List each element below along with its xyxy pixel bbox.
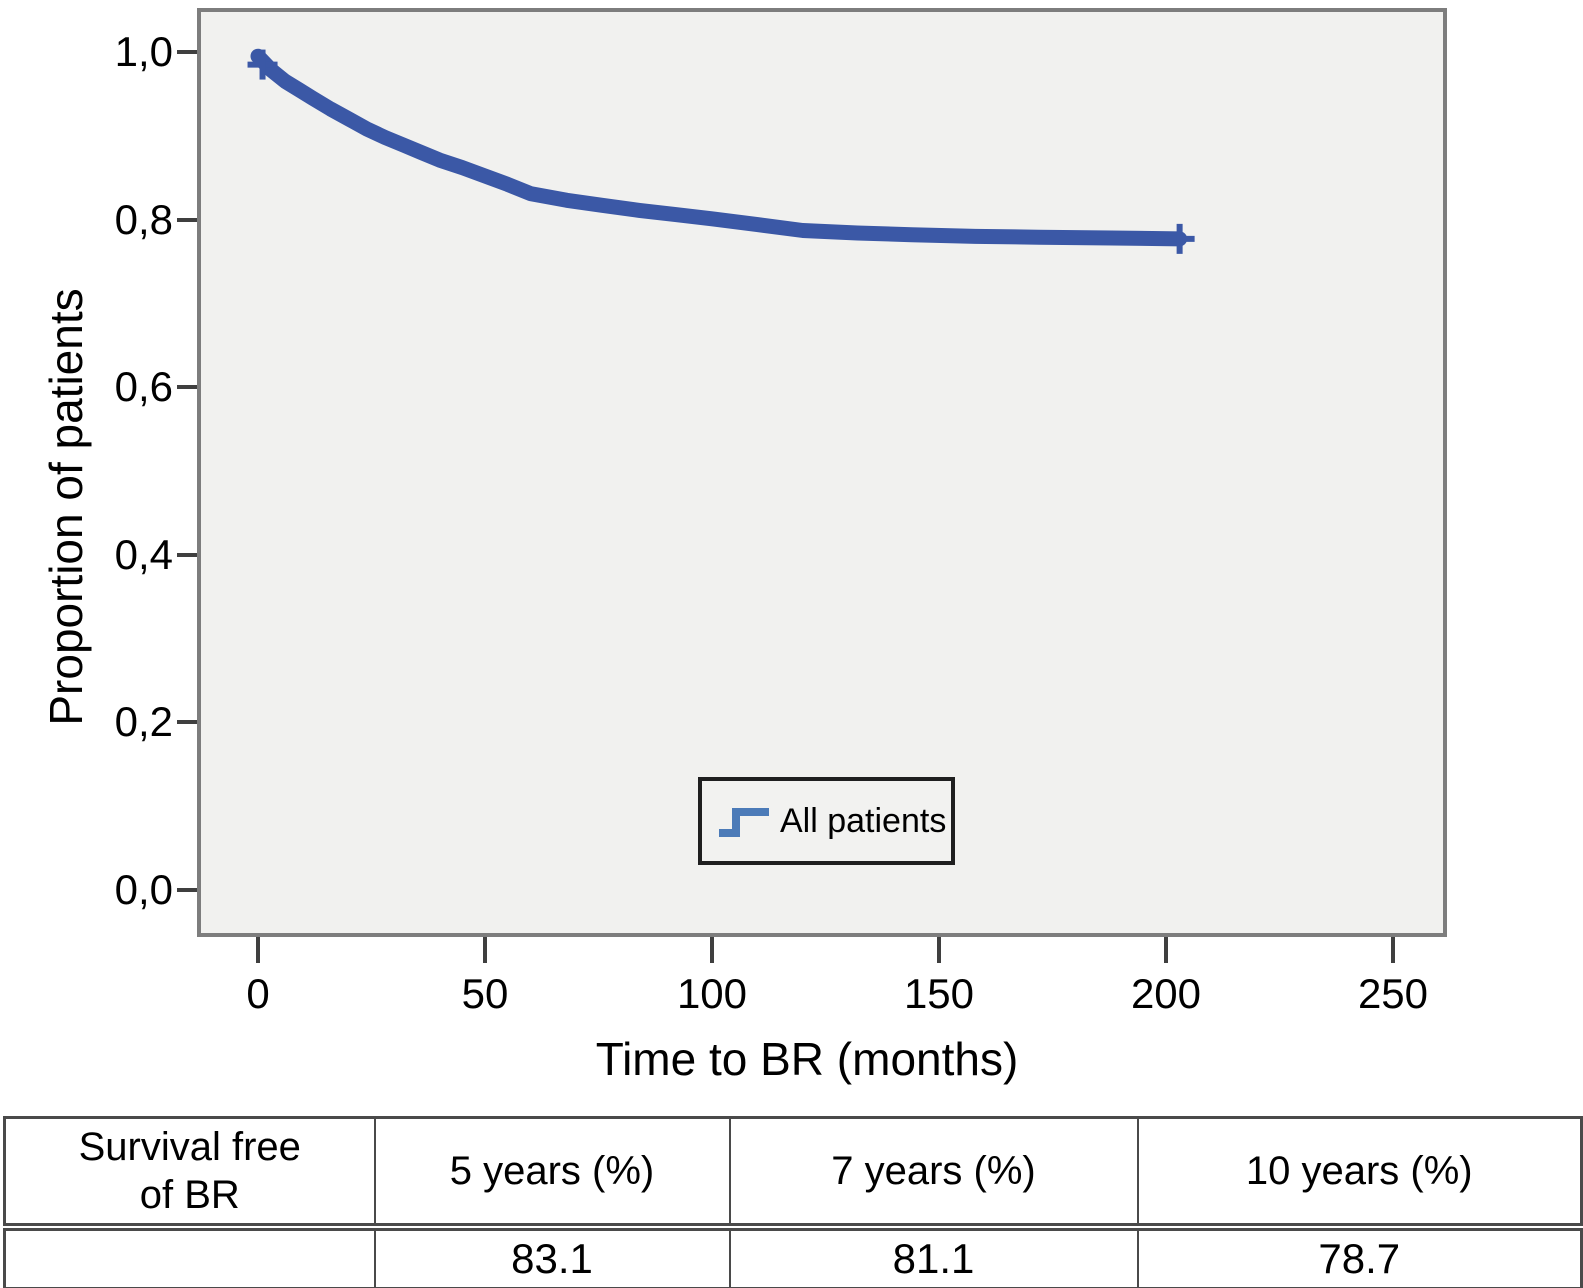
y-tick-mark bbox=[177, 720, 197, 725]
y-tick-label: 0,6 bbox=[114, 363, 173, 411]
y-tick-mark bbox=[177, 552, 197, 557]
x-tick-mark bbox=[483, 937, 487, 963]
km-survival-curve bbox=[250, 48, 1188, 247]
y-tick-label: 0,8 bbox=[114, 195, 173, 243]
x-tick-mark bbox=[1391, 937, 1395, 963]
table-cell-7yr-value: 81.1 bbox=[728, 1226, 1139, 1288]
x-tick-label: 150 bbox=[903, 970, 975, 1017]
table-cell-10yr-value: 78.7 bbox=[1136, 1226, 1583, 1288]
table-row: 83.1 81.1 78.7 bbox=[3, 1226, 1583, 1288]
survival-curve-plot bbox=[247, 48, 1195, 254]
x-tick-label: 50 bbox=[461, 970, 509, 1017]
step-line-icon bbox=[719, 808, 769, 837]
table-cell-empty bbox=[3, 1226, 376, 1288]
y-tick-mark bbox=[177, 888, 197, 892]
legend-label: All patients bbox=[780, 801, 947, 840]
table-cell-5yr-value: 83.1 bbox=[373, 1226, 731, 1288]
table-header-7-years: 7 years (%) bbox=[728, 1116, 1139, 1231]
survival-table: Survival free of BR 5 years (%) 7 years … bbox=[3, 1116, 1583, 1288]
legend-box: All patients bbox=[698, 777, 955, 865]
x-tick-label: 200 bbox=[1130, 970, 1202, 1017]
y-tick-label: 0,4 bbox=[114, 530, 173, 578]
table-header-10-years: 10 years (%) bbox=[1136, 1116, 1583, 1231]
y-tick-mark bbox=[177, 217, 197, 222]
x-tick-mark bbox=[710, 937, 714, 963]
x-axis-title: Time to BR (months) bbox=[595, 1033, 1019, 1085]
x-tick-label: 0 bbox=[246, 970, 270, 1017]
y-tick-mark bbox=[177, 385, 197, 390]
x-tick-mark bbox=[256, 937, 260, 963]
x-tick-label: 100 bbox=[676, 970, 748, 1017]
y-tick-label: 1,0 bbox=[114, 28, 173, 75]
y-tick-mark bbox=[177, 50, 197, 54]
x-tick-label: 250 bbox=[1357, 970, 1429, 1017]
y-tick-label: 0,0 bbox=[114, 866, 173, 913]
y-tick-label: 0,2 bbox=[114, 698, 173, 746]
x-tick-mark bbox=[937, 937, 941, 963]
plot-area: All patients bbox=[197, 8, 1447, 937]
y-axis-title: Proportion of patients bbox=[40, 288, 92, 726]
table-header-row: Survival free of BR 5 years (%) 7 years … bbox=[3, 1116, 1583, 1231]
x-tick-mark bbox=[1164, 937, 1168, 963]
table-header-5-years: 5 years (%) bbox=[373, 1116, 731, 1231]
table-header-survival-free-of-br: Survival free of BR bbox=[3, 1116, 376, 1231]
